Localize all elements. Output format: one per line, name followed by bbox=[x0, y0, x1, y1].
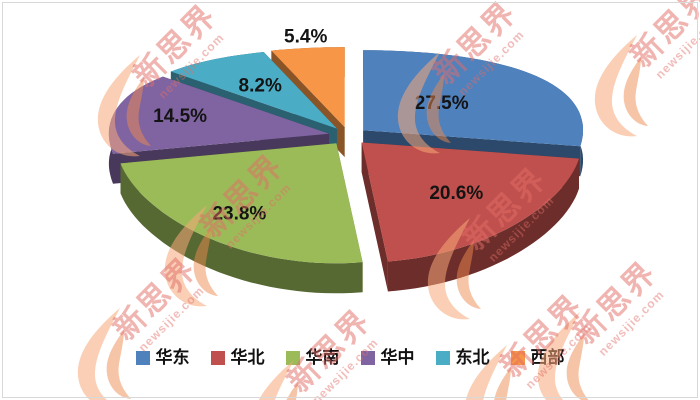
legend-label: 华中 bbox=[380, 348, 415, 367]
legend-swatch bbox=[435, 350, 450, 365]
legend-swatch bbox=[510, 350, 525, 365]
slice-label: 23.8% bbox=[212, 203, 266, 224]
slice-label: 5.4% bbox=[284, 27, 327, 48]
slice-label: 20.6% bbox=[429, 183, 483, 204]
legend-swatch bbox=[285, 350, 300, 365]
legend-item-1: 华东 bbox=[135, 348, 190, 367]
legend-swatch bbox=[135, 350, 150, 365]
legend-label: 西部 bbox=[530, 348, 565, 367]
legend-label: 东北 bbox=[455, 348, 490, 367]
slice-label: 14.5% bbox=[153, 106, 207, 127]
slice-label: 8.2% bbox=[239, 75, 282, 96]
slice-label: 27.5% bbox=[415, 93, 469, 114]
legend-swatch bbox=[210, 350, 225, 365]
pie-slice-2 bbox=[361, 142, 579, 292]
legend-item-4: 华中 bbox=[360, 348, 415, 367]
legend-item-2: 华北 bbox=[210, 348, 265, 367]
legend-item-6: 西部 bbox=[510, 348, 565, 367]
legend-swatch bbox=[360, 350, 375, 365]
legend-item-3: 华南 bbox=[285, 348, 340, 367]
legend: 华东 华北 华南 华中 东北 西部 bbox=[0, 349, 700, 366]
legend-item-5: 东北 bbox=[435, 348, 490, 367]
legend-label: 华南 bbox=[305, 348, 340, 367]
legend-label: 华东 bbox=[155, 348, 190, 367]
legend-label: 华北 bbox=[230, 348, 265, 367]
